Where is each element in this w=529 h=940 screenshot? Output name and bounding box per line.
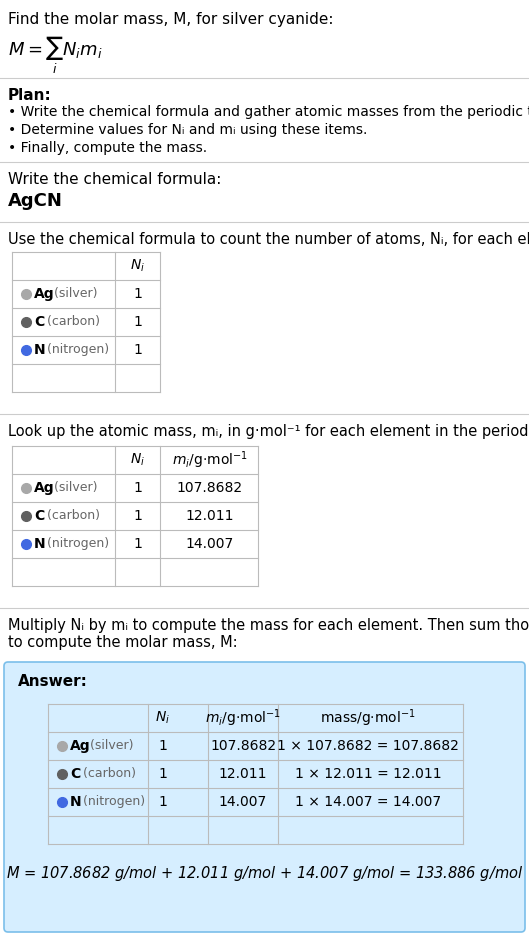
Text: Plan:: Plan: xyxy=(8,88,52,103)
Text: C: C xyxy=(34,315,44,329)
Text: Ag: Ag xyxy=(34,481,54,495)
Text: (silver): (silver) xyxy=(50,481,97,494)
Text: (nitrogen): (nitrogen) xyxy=(43,538,109,551)
Text: • Determine values for Nᵢ and mᵢ using these items.: • Determine values for Nᵢ and mᵢ using t… xyxy=(8,123,367,137)
Text: 1 × 14.007 = 14.007: 1 × 14.007 = 14.007 xyxy=(295,795,441,809)
Text: 1: 1 xyxy=(133,537,142,551)
Text: $M = \sum_i N_i m_i$: $M = \sum_i N_i m_i$ xyxy=(8,35,103,76)
Text: Write the chemical formula:: Write the chemical formula: xyxy=(8,172,221,187)
Text: (carbon): (carbon) xyxy=(79,767,136,780)
Text: (silver): (silver) xyxy=(50,288,97,301)
Text: • Finally, compute the mass.: • Finally, compute the mass. xyxy=(8,141,207,155)
FancyBboxPatch shape xyxy=(4,662,525,932)
Text: N: N xyxy=(34,537,45,551)
Text: N: N xyxy=(70,795,81,809)
Text: C: C xyxy=(34,509,44,523)
Text: $m_i$/g·mol$^{-1}$: $m_i$/g·mol$^{-1}$ xyxy=(172,449,248,471)
Text: Answer:: Answer: xyxy=(18,674,88,689)
Text: 107.8682: 107.8682 xyxy=(177,481,243,495)
Text: Ag: Ag xyxy=(34,287,54,301)
Text: (nitrogen): (nitrogen) xyxy=(79,795,145,808)
Text: $M$ = 107.8682 g/mol + 12.011 g/mol + 14.007 g/mol = 133.886 g/mol: $M$ = 107.8682 g/mol + 12.011 g/mol + 14… xyxy=(6,864,523,883)
Text: 107.8682: 107.8682 xyxy=(210,739,276,753)
Text: 1: 1 xyxy=(159,795,168,809)
Text: AgCN: AgCN xyxy=(8,192,63,210)
Text: $N_i$: $N_i$ xyxy=(131,452,145,468)
Text: • Write the chemical formula and gather atomic masses from the periodic table.: • Write the chemical formula and gather … xyxy=(8,105,529,119)
Text: 1: 1 xyxy=(133,287,142,301)
Text: 12.011: 12.011 xyxy=(186,509,234,523)
Text: Multiply Nᵢ by mᵢ to compute the mass for each element. Then sum those values
to: Multiply Nᵢ by mᵢ to compute the mass fo… xyxy=(8,618,529,650)
Text: 1: 1 xyxy=(133,315,142,329)
Text: Look up the atomic mass, mᵢ, in g·mol⁻¹ for each element in the periodic table:: Look up the atomic mass, mᵢ, in g·mol⁻¹ … xyxy=(8,424,529,439)
Text: $N_i$: $N_i$ xyxy=(156,710,170,727)
Text: (nitrogen): (nitrogen) xyxy=(43,343,109,356)
Text: 1: 1 xyxy=(159,767,168,781)
Text: 14.007: 14.007 xyxy=(186,537,234,551)
Text: 12.011: 12.011 xyxy=(219,767,267,781)
Text: Find the molar mass, M, for silver cyanide:: Find the molar mass, M, for silver cyani… xyxy=(8,12,333,27)
Text: 1: 1 xyxy=(133,343,142,357)
Text: N: N xyxy=(34,343,45,357)
Text: 1: 1 xyxy=(133,481,142,495)
Text: 1 × 107.8682 = 107.8682: 1 × 107.8682 = 107.8682 xyxy=(277,739,459,753)
Text: 1: 1 xyxy=(159,739,168,753)
Text: (carbon): (carbon) xyxy=(43,509,100,523)
Text: 14.007: 14.007 xyxy=(219,795,267,809)
Text: $N_i$: $N_i$ xyxy=(131,258,145,274)
Text: Use the chemical formula to count the number of atoms, Nᵢ, for each element:: Use the chemical formula to count the nu… xyxy=(8,232,529,247)
Text: Ag: Ag xyxy=(70,739,90,753)
Text: C: C xyxy=(70,767,80,781)
Text: 1: 1 xyxy=(133,509,142,523)
Text: (silver): (silver) xyxy=(86,740,133,753)
Text: (carbon): (carbon) xyxy=(43,316,100,328)
Text: 1 × 12.011 = 12.011: 1 × 12.011 = 12.011 xyxy=(295,767,441,781)
Text: $m_i$/g·mol$^{-1}$: $m_i$/g·mol$^{-1}$ xyxy=(205,707,281,728)
Text: mass/g·mol$^{-1}$: mass/g·mol$^{-1}$ xyxy=(320,707,416,728)
